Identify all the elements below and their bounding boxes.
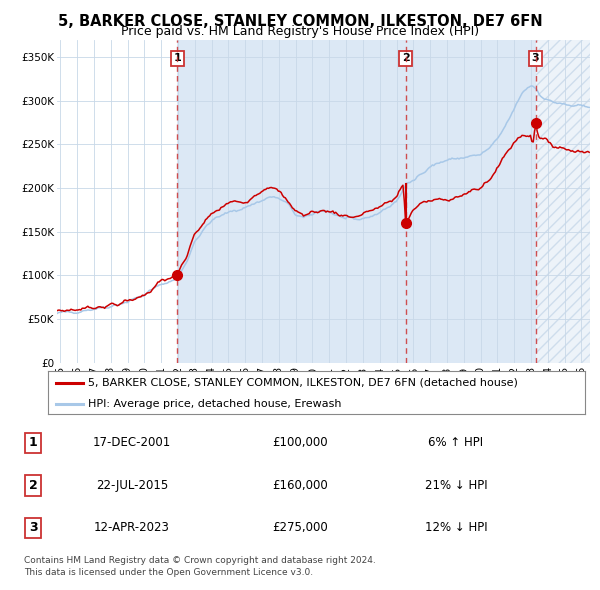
Text: £275,000: £275,000	[272, 521, 328, 535]
Text: Price paid vs. HM Land Registry's House Price Index (HPI): Price paid vs. HM Land Registry's House …	[121, 25, 479, 38]
Text: 12% ↓ HPI: 12% ↓ HPI	[425, 521, 487, 535]
Bar	[57, 40, 178, 363]
Text: £100,000: £100,000	[272, 436, 328, 450]
Text: 3: 3	[532, 53, 539, 63]
Text: 17-DEC-2001: 17-DEC-2001	[93, 436, 171, 450]
Text: £160,000: £160,000	[272, 478, 328, 492]
Text: 12-APR-2023: 12-APR-2023	[94, 521, 170, 535]
Text: 1: 1	[173, 53, 181, 63]
Text: 2: 2	[29, 478, 37, 492]
Text: HPI: Average price, detached house, Erewash: HPI: Average price, detached house, Erew…	[88, 399, 342, 409]
Text: 3: 3	[29, 521, 37, 535]
Text: This data is licensed under the Open Government Licence v3.0.: This data is licensed under the Open Gov…	[24, 568, 313, 576]
Text: 22-JUL-2015: 22-JUL-2015	[96, 478, 168, 492]
Bar	[536, 40, 590, 363]
Text: 1: 1	[29, 436, 37, 450]
Bar	[178, 40, 536, 363]
Text: 5, BARKER CLOSE, STANLEY COMMON, ILKESTON, DE7 6FN (detached house): 5, BARKER CLOSE, STANLEY COMMON, ILKESTO…	[88, 378, 518, 388]
Text: Contains HM Land Registry data © Crown copyright and database right 2024.: Contains HM Land Registry data © Crown c…	[24, 556, 376, 565]
Text: 6% ↑ HPI: 6% ↑ HPI	[428, 436, 484, 450]
Text: 5, BARKER CLOSE, STANLEY COMMON, ILKESTON, DE7 6FN: 5, BARKER CLOSE, STANLEY COMMON, ILKESTO…	[58, 14, 542, 28]
Text: 2: 2	[402, 53, 410, 63]
Text: 21% ↓ HPI: 21% ↓ HPI	[425, 478, 487, 492]
